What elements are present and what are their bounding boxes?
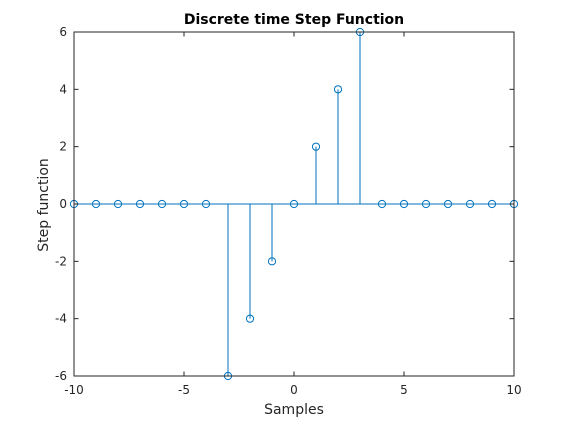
stem-marker [179, 199, 189, 209]
stem-marker [113, 199, 123, 209]
stem-marker [443, 199, 453, 209]
stem-marker [245, 314, 255, 323]
y-tick-label: -6 [55, 369, 67, 383]
y-tick-label: 6 [59, 25, 67, 39]
stem-marker [267, 257, 277, 266]
stem-marker [135, 199, 145, 209]
x-tick-label: -5 [178, 383, 190, 397]
chart-title: Discrete time Step Function [184, 12, 404, 28]
x-tick-label: 0 [290, 383, 298, 397]
stem-marker [201, 199, 211, 209]
stems-group [74, 32, 514, 376]
y-axis-label: Step function [36, 158, 52, 252]
stem-marker [399, 199, 409, 209]
x-axis-label: Samples [264, 402, 324, 418]
y-tick-label: -4 [55, 312, 67, 326]
ticks-group: -10 -5 0 5 10 -6 -4 -2 0 2 4 6 [55, 25, 522, 397]
stem-marker [377, 199, 387, 209]
stem-marker [157, 199, 167, 209]
stem-marker [465, 199, 475, 209]
y-tick-label: 4 [59, 82, 67, 96]
y-tick-label: -2 [55, 254, 67, 268]
stem-marker [333, 85, 343, 94]
stem-marker [421, 199, 431, 209]
y-tick-label: 0 [59, 197, 67, 211]
y-tick-label: 2 [59, 140, 67, 154]
stem-marker [487, 199, 497, 209]
stem-marker [289, 199, 299, 209]
stem-marker [311, 142, 321, 151]
stem-marker [91, 199, 101, 209]
x-tick-label: 10 [506, 383, 521, 397]
x-tick-label: -10 [64, 383, 84, 397]
x-tick-label: 5 [400, 383, 408, 397]
